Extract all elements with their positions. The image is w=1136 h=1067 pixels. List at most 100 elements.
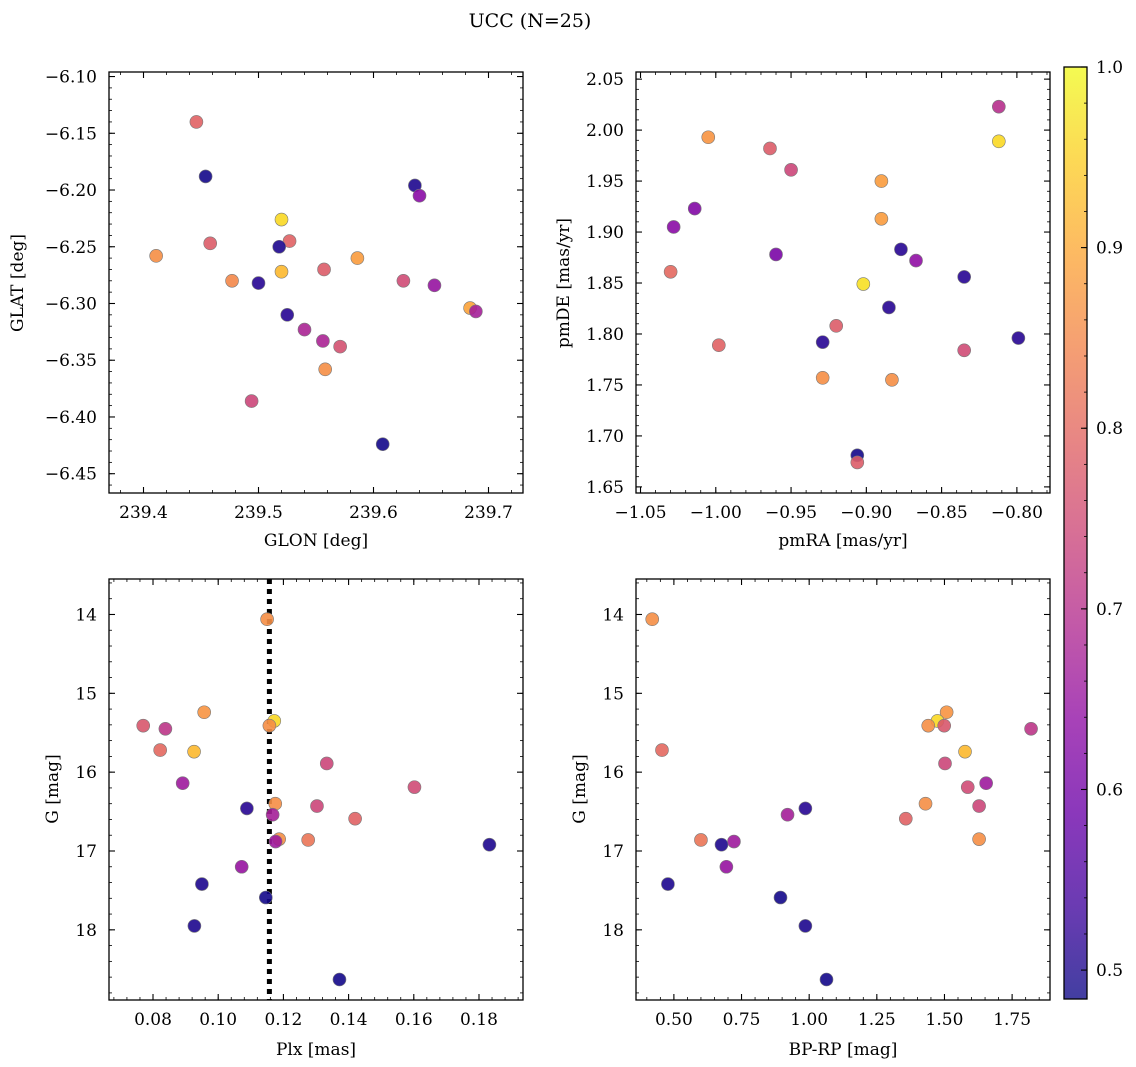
plot-frame	[635, 578, 1051, 1001]
data-point	[396, 273, 411, 288]
data-point	[316, 334, 330, 348]
data-point	[979, 776, 993, 790]
y-tick-label: 16	[75, 763, 97, 783]
x-tick-label: −1.05	[614, 503, 666, 523]
y-tick-label: 1.75	[586, 376, 624, 396]
xlabel-glon-glat: GLON [deg]	[264, 531, 368, 551]
data-point	[350, 251, 365, 265]
data-point	[714, 837, 729, 852]
ylabel-plx-g: G [mag]	[43, 754, 63, 823]
data-point	[280, 308, 295, 322]
data-point	[427, 278, 442, 293]
x-tick-label: 239.4	[119, 503, 168, 523]
colorbar-frame	[1063, 66, 1088, 1000]
data-point	[798, 919, 813, 933]
data-point	[957, 270, 971, 284]
y-tick-label: 18	[602, 921, 624, 941]
data-point	[727, 834, 741, 849]
data-point	[874, 174, 889, 188]
x-tick-label: −1.00	[690, 503, 742, 523]
data-point	[1011, 331, 1026, 345]
data-point	[882, 300, 896, 315]
axes-glon-glat: 239.4 239.5 239.6 239.7 −6.45 −6.40 −6.35 −6.30…	[45, 68, 524, 523]
panel-plx-g: 0.08 0.10 0.12 0.14 0.16 0.18 14 15 16 17 18 Plx […	[43, 578, 524, 1060]
data-point	[332, 972, 347, 987]
data-point	[412, 188, 427, 203]
x-tick-label: −0.80	[991, 503, 1043, 523]
colorbar-tick-label: 0.6	[1096, 780, 1123, 800]
data-point	[319, 756, 334, 771]
points-pmra-pmde	[663, 99, 1026, 470]
data-point	[921, 718, 936, 733]
xlabel-bprp-g: BP-RP [mag]	[789, 1040, 898, 1060]
y-tick-label: −6.40	[45, 408, 97, 428]
data-point	[829, 319, 844, 333]
data-point	[937, 718, 952, 733]
data-point	[898, 811, 913, 826]
data-point	[663, 264, 678, 279]
y-tick-label: 1.95	[586, 172, 624, 192]
data-point	[268, 834, 283, 849]
figure-title: UCC (N=25)	[469, 10, 592, 32]
x-tick-label: 0.16	[395, 1010, 433, 1030]
data-point	[274, 212, 289, 227]
data-point	[1024, 721, 1038, 736]
data-point	[240, 801, 254, 816]
y-tick-label: −6.10	[45, 68, 97, 88]
x-tick-label: 1.50	[926, 1010, 964, 1030]
y-tick-label: −6.25	[45, 238, 97, 258]
y-tick-label: 17	[75, 842, 97, 862]
data-point	[482, 837, 497, 852]
x-tick-label: 1.75	[993, 1010, 1031, 1030]
data-point	[957, 343, 971, 358]
panel-pmra-pmde: −1.05 −1.00 −0.95 −0.90 −0.85 −0.80 1.65 1.70 1.…	[554, 70, 1051, 551]
data-point	[407, 780, 422, 794]
plot-frame	[635, 71, 1051, 494]
data-point	[645, 612, 660, 627]
axes-plx-g: 0.08 0.10 0.12 0.14 0.16 0.18 14 15 16 17 18	[75, 578, 524, 1030]
panel-glon-glat: 239.4 239.5 239.6 239.7 −6.45 −6.40 −6.35 −6.30…	[8, 68, 524, 551]
data-point	[972, 832, 986, 846]
colorbar-ticks: 0.5 0.6 0.7 0.8 0.9 1.0	[1081, 58, 1123, 981]
data-point	[992, 134, 1006, 149]
data-point	[769, 247, 783, 262]
y-tick-label: 2.00	[586, 121, 624, 141]
colorbar-tick-label: 0.9	[1096, 239, 1123, 259]
data-point	[894, 242, 908, 257]
colorbar-tick-label: 1.0	[1096, 58, 1123, 78]
data-point	[274, 264, 289, 279]
x-tick-label: 0.75	[723, 1010, 761, 1030]
panel-bprp-g: 0.50 0.75 1.00 1.25 1.50 1.75 14 15 16 17 18 BP-RP…	[570, 578, 1051, 1060]
data-point	[348, 811, 362, 826]
y-tick-label: −6.30	[45, 294, 97, 314]
data-point	[773, 890, 788, 905]
y-tick-label: 1.85	[586, 274, 624, 294]
axes-pmra-pmde: −1.05 −1.00 −0.95 −0.90 −0.85 −0.80 1.65 1.70 1.…	[586, 70, 1051, 523]
data-point	[225, 273, 239, 288]
colorbar-tick-label: 0.5	[1096, 961, 1123, 981]
y-tick-label: 14	[602, 605, 624, 625]
data-point	[262, 718, 277, 733]
data-point	[938, 756, 952, 771]
data-point	[655, 743, 669, 757]
y-tick-label: 1.65	[586, 478, 624, 498]
data-point	[197, 705, 211, 720]
y-tick-label: 18	[75, 921, 97, 941]
y-tick-label: −6.35	[45, 351, 97, 371]
data-point	[958, 744, 972, 759]
data-point	[187, 919, 202, 933]
data-point	[333, 339, 347, 354]
x-tick-label: 239.6	[349, 503, 398, 523]
x-tick-label: 239.5	[234, 503, 283, 523]
data-point	[815, 335, 830, 349]
points-bprp-g	[645, 612, 1038, 987]
data-point	[203, 236, 217, 251]
x-tick-label: 239.7	[464, 503, 513, 523]
ylabel-bprp-g: G [mag]	[570, 754, 590, 823]
y-tick-label: −6.20	[45, 181, 97, 201]
x-tick-label: −0.85	[916, 503, 968, 523]
data-point	[469, 304, 483, 319]
y-tick-label: 17	[602, 842, 624, 862]
data-point	[939, 705, 954, 720]
